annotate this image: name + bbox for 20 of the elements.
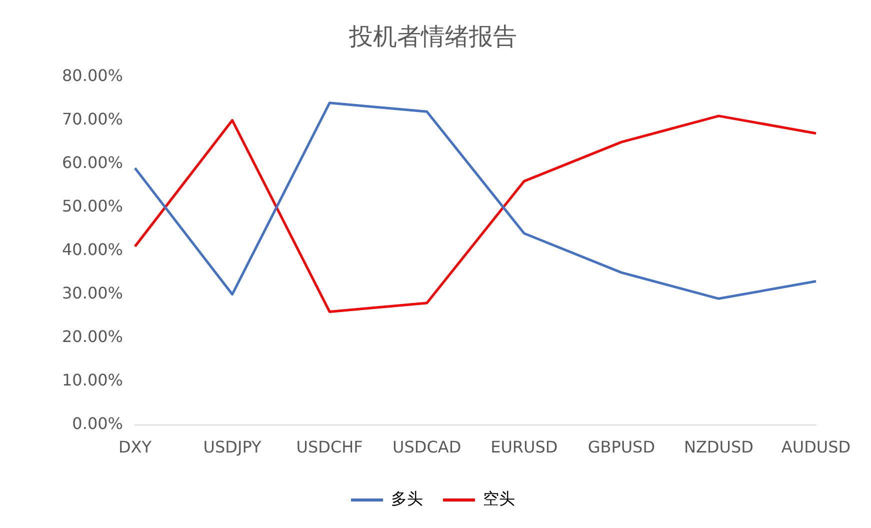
x-tick-label: USDCHF [296, 438, 363, 457]
y-tick-label: 80.00% [62, 66, 124, 85]
y-tick-label: 30.00% [62, 283, 124, 302]
x-tick-label: USDJPY [203, 438, 262, 457]
y-tick-label: 50.00% [62, 196, 124, 216]
y-tick-label: 20.00% [62, 326, 124, 346]
x-tick-label: AUDUSD [781, 438, 851, 457]
x-tick-label: NZDUSD [684, 438, 754, 457]
legend-label: 多头 [391, 489, 423, 508]
y-tick-label: 10.00% [62, 370, 124, 390]
x-tick-label: USDCAD [392, 438, 462, 457]
chart-title: 投机者情绪报告 [348, 22, 517, 51]
x-tick-label: EURUSD [490, 438, 558, 457]
y-tick-label: 60.00% [62, 152, 124, 172]
legend-label: 空头 [483, 489, 515, 508]
y-tick-label: 70.00% [62, 109, 124, 128]
y-tick-label: 0.00% [72, 414, 124, 433]
x-tick-label: GBPUSD [588, 438, 656, 457]
x-tick-label: DXY [118, 438, 152, 457]
y-tick-label: 40.00% [62, 240, 124, 259]
